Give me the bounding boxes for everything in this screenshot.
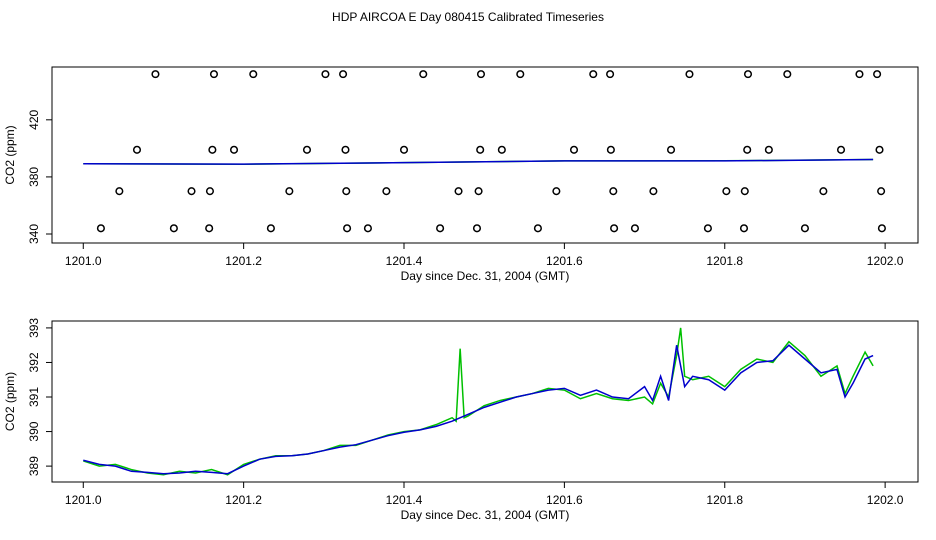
y-axis-label: CO2 (ppm) — [3, 372, 17, 431]
data-point — [703, 224, 712, 233]
data-point — [739, 224, 749, 233]
y-tick-label: 391 — [27, 387, 41, 407]
data-point — [208, 145, 217, 154]
data-point — [875, 145, 884, 154]
data-point — [666, 145, 676, 154]
data-point — [285, 187, 294, 196]
data-point — [740, 187, 749, 196]
data-point — [743, 70, 753, 79]
data-point — [339, 70, 348, 79]
data-point — [209, 70, 219, 79]
y-tick-label: 389 — [27, 456, 41, 476]
x-tick-label: 1201.4 — [386, 493, 423, 507]
data-point — [516, 70, 525, 79]
data-point — [342, 187, 351, 196]
data-point — [630, 224, 639, 233]
data-point — [606, 70, 615, 79]
data-point — [151, 70, 160, 79]
data-point — [169, 224, 178, 233]
data-point — [343, 224, 352, 233]
data-point — [205, 224, 214, 233]
data-point — [302, 145, 312, 154]
x-tick-label: 1201.8 — [706, 493, 743, 507]
y-tick-label: 420 — [27, 109, 41, 129]
data-point — [606, 145, 615, 154]
data-point — [454, 187, 463, 196]
data-point — [855, 70, 864, 79]
data-point — [877, 187, 886, 196]
x-tick-label: 1201.0 — [65, 493, 102, 507]
x-tick-label: 1202.0 — [867, 254, 904, 268]
data-point — [722, 187, 731, 196]
y-tick-label: 393 — [27, 318, 41, 338]
data-point — [115, 187, 124, 196]
data-point — [382, 187, 391, 196]
data-point — [609, 187, 618, 196]
data-point — [476, 145, 485, 154]
y-tick-label: 392 — [27, 352, 41, 372]
data-point — [873, 70, 882, 79]
data-point — [229, 145, 239, 154]
data-point — [743, 145, 752, 154]
data-point — [436, 224, 445, 233]
data-point — [800, 224, 809, 233]
x-tick-label: 1201.6 — [546, 493, 583, 507]
data-point — [589, 70, 598, 79]
data-line — [83, 344, 874, 475]
data-point — [764, 145, 773, 154]
data-point — [96, 224, 105, 233]
data-point — [363, 224, 372, 233]
y-tick-label: 380 — [27, 167, 41, 187]
x-tick-label: 1202.0 — [867, 493, 904, 507]
plot-frame — [51, 320, 919, 483]
data-point — [783, 70, 792, 79]
x-axis-label: Day since Dec. 31, 2004 (GMT) — [401, 508, 570, 522]
data-point — [474, 187, 483, 196]
x-tick-label: 1201.4 — [386, 254, 423, 268]
data-point — [205, 187, 215, 196]
x-tick-label: 1201.6 — [546, 254, 583, 268]
data-point — [266, 224, 275, 233]
data-point — [685, 70, 694, 79]
y-tick-label: 390 — [27, 421, 41, 441]
data-line — [83, 158, 874, 165]
data-point — [472, 224, 482, 233]
data-point — [610, 224, 619, 233]
data-point — [399, 145, 409, 154]
data-point — [569, 145, 579, 154]
data-point — [187, 187, 196, 196]
data-point — [533, 224, 542, 233]
x-axis-label: Day since Dec. 31, 2004 (GMT) — [401, 269, 570, 283]
x-tick-label: 1201.2 — [225, 254, 262, 268]
data-point — [132, 145, 142, 154]
data-point — [341, 145, 350, 154]
data-point — [419, 70, 428, 79]
data-point — [877, 224, 886, 233]
data-point — [476, 70, 486, 79]
plot-frame — [51, 66, 919, 244]
x-tick-label: 1201.8 — [706, 254, 743, 268]
y-axis-label: CO2 (ppm) — [3, 125, 17, 184]
data-point — [836, 145, 846, 154]
data-line — [83, 327, 874, 476]
data-point — [649, 187, 658, 196]
data-point — [321, 70, 330, 79]
x-tick-label: 1201.2 — [225, 493, 262, 507]
y-tick-label: 340 — [27, 224, 41, 244]
page-title: HDP AIRCOA E Day 080415 Calibrated Times… — [332, 10, 604, 24]
data-point — [497, 145, 506, 154]
x-tick-label: 1201.0 — [65, 254, 102, 268]
data-point — [552, 187, 561, 196]
data-point — [249, 70, 258, 79]
data-point — [819, 187, 828, 196]
